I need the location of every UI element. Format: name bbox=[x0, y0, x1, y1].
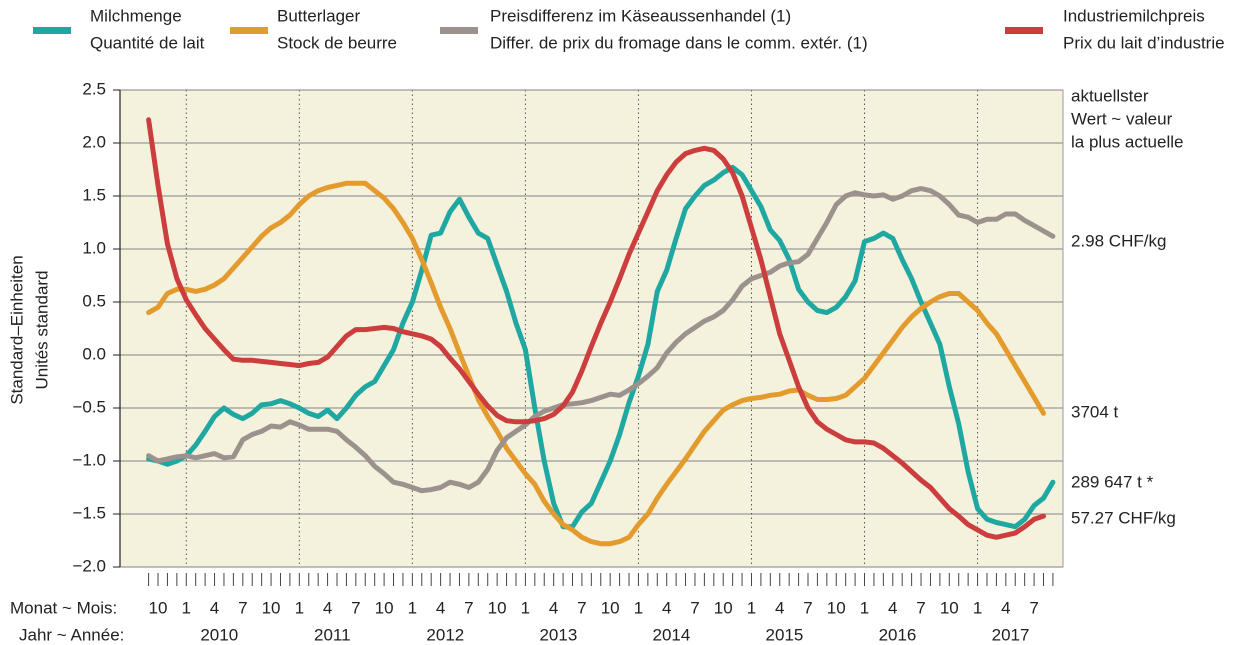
y-tick-label: −0.5 bbox=[72, 397, 106, 416]
x-tick-label: 7 bbox=[577, 598, 586, 617]
x-tick-label: 10 bbox=[488, 598, 507, 617]
annotation: la plus actuelle bbox=[1071, 132, 1183, 151]
x-month-label: Monat ~ Mois: bbox=[10, 598, 117, 617]
x-tick-label: 7 bbox=[351, 598, 360, 617]
year-label: 2014 bbox=[652, 625, 690, 644]
x-tick-label: 7 bbox=[690, 598, 699, 617]
series-line bbox=[146, 164, 1056, 530]
x-tick-label: 4 bbox=[323, 598, 332, 617]
legend-label: Industriemilchpreis bbox=[1063, 6, 1205, 25]
year-label: 2012 bbox=[426, 625, 464, 644]
legend-swatch bbox=[230, 27, 268, 34]
legend-label: Differ. de prix du fromage dans le comm.… bbox=[490, 33, 868, 52]
x-tick-label: 1 bbox=[521, 598, 530, 617]
legend-label: Butterlager bbox=[277, 6, 360, 25]
x-tick-label: 1 bbox=[182, 598, 191, 617]
x-tick-label: 1 bbox=[634, 598, 643, 617]
year-label: 2010 bbox=[200, 625, 238, 644]
end-label: 57.27 CHF/kg bbox=[1071, 508, 1176, 527]
legend-label: Prix du lait d’industrie bbox=[1063, 33, 1225, 52]
x-tick-label: 7 bbox=[238, 598, 247, 617]
legend: Milchmenge Quantité de lait Butterlager Sto… bbox=[33, 6, 1225, 52]
annotation: Wert ~ valeur bbox=[1071, 109, 1173, 128]
x-tick-label: 1 bbox=[973, 598, 982, 617]
end-label: 3704 t bbox=[1071, 402, 1119, 421]
x-tick-label: 10 bbox=[714, 598, 733, 617]
series-line bbox=[146, 117, 1046, 540]
end-label: 289 647 t * bbox=[1071, 472, 1154, 491]
legend-swatch bbox=[440, 27, 478, 34]
y-tick-label: −2.0 bbox=[72, 556, 106, 575]
y-axis-label: Unités standard bbox=[32, 270, 51, 389]
x-tick-label: 4 bbox=[662, 598, 671, 617]
legend-label: Stock de beurre bbox=[277, 33, 397, 52]
x-year-label: Jahr ~ Année: bbox=[19, 625, 124, 644]
end-label: 2.98 CHF/kg bbox=[1071, 231, 1166, 250]
x-tick-label: 4 bbox=[888, 598, 897, 617]
legend-label: Quantité de lait bbox=[90, 33, 205, 52]
legend-swatch bbox=[33, 27, 71, 34]
x-tick-label: 7 bbox=[916, 598, 925, 617]
y-tick-label: 2.0 bbox=[82, 132, 106, 151]
x-tick-label: 10 bbox=[375, 598, 394, 617]
x-tick-label: 7 bbox=[464, 598, 473, 617]
y-tick-label: −1.5 bbox=[72, 503, 106, 522]
x-tick-label: 1 bbox=[295, 598, 304, 617]
x-tick-label: 4 bbox=[775, 598, 784, 617]
year-label: 2013 bbox=[539, 625, 577, 644]
plot-background bbox=[120, 90, 1063, 567]
year-label: 2016 bbox=[879, 625, 917, 644]
x-tick-label: 10 bbox=[940, 598, 959, 617]
legend-label: Milchmenge bbox=[90, 6, 182, 25]
x-tick-label: 10 bbox=[149, 598, 168, 617]
annotation: aktuellster bbox=[1071, 86, 1149, 105]
y-tick-label: 1.5 bbox=[82, 185, 106, 204]
y-tick-label: −1.0 bbox=[72, 450, 106, 469]
year-label: 2017 bbox=[992, 625, 1030, 644]
x-tick-label: 4 bbox=[1001, 598, 1010, 617]
y-tick-label: 2.5 bbox=[82, 79, 106, 98]
x-tick-label: 1 bbox=[747, 598, 756, 617]
year-label: 2015 bbox=[766, 625, 804, 644]
x-tick-label: 4 bbox=[210, 598, 219, 617]
y-tick-label: 1.0 bbox=[82, 238, 106, 257]
x-tick-label: 4 bbox=[436, 598, 445, 617]
x-tick-label: 10 bbox=[262, 598, 281, 617]
x-tick-label: 10 bbox=[601, 598, 620, 617]
year-label: 2011 bbox=[314, 625, 351, 644]
series-line bbox=[146, 180, 1046, 547]
legend-swatch bbox=[1005, 27, 1043, 34]
x-tick-label: 7 bbox=[1029, 598, 1038, 617]
x-tick-label: 4 bbox=[549, 598, 558, 617]
y-axis-label: Standard–Einheiten bbox=[7, 255, 26, 404]
y-tick-label: 0.5 bbox=[82, 291, 106, 310]
series-line bbox=[146, 186, 1056, 494]
x-tick-label: 7 bbox=[803, 598, 812, 617]
y-tick-label: 0.0 bbox=[82, 344, 106, 363]
x-tick-label: 1 bbox=[860, 598, 869, 617]
legend-label: Preisdifferenz im Käseaussenhandel (1) bbox=[490, 6, 791, 25]
x-tick-label: 10 bbox=[827, 598, 846, 617]
x-tick-label: 1 bbox=[408, 598, 417, 617]
lines bbox=[146, 117, 1056, 547]
